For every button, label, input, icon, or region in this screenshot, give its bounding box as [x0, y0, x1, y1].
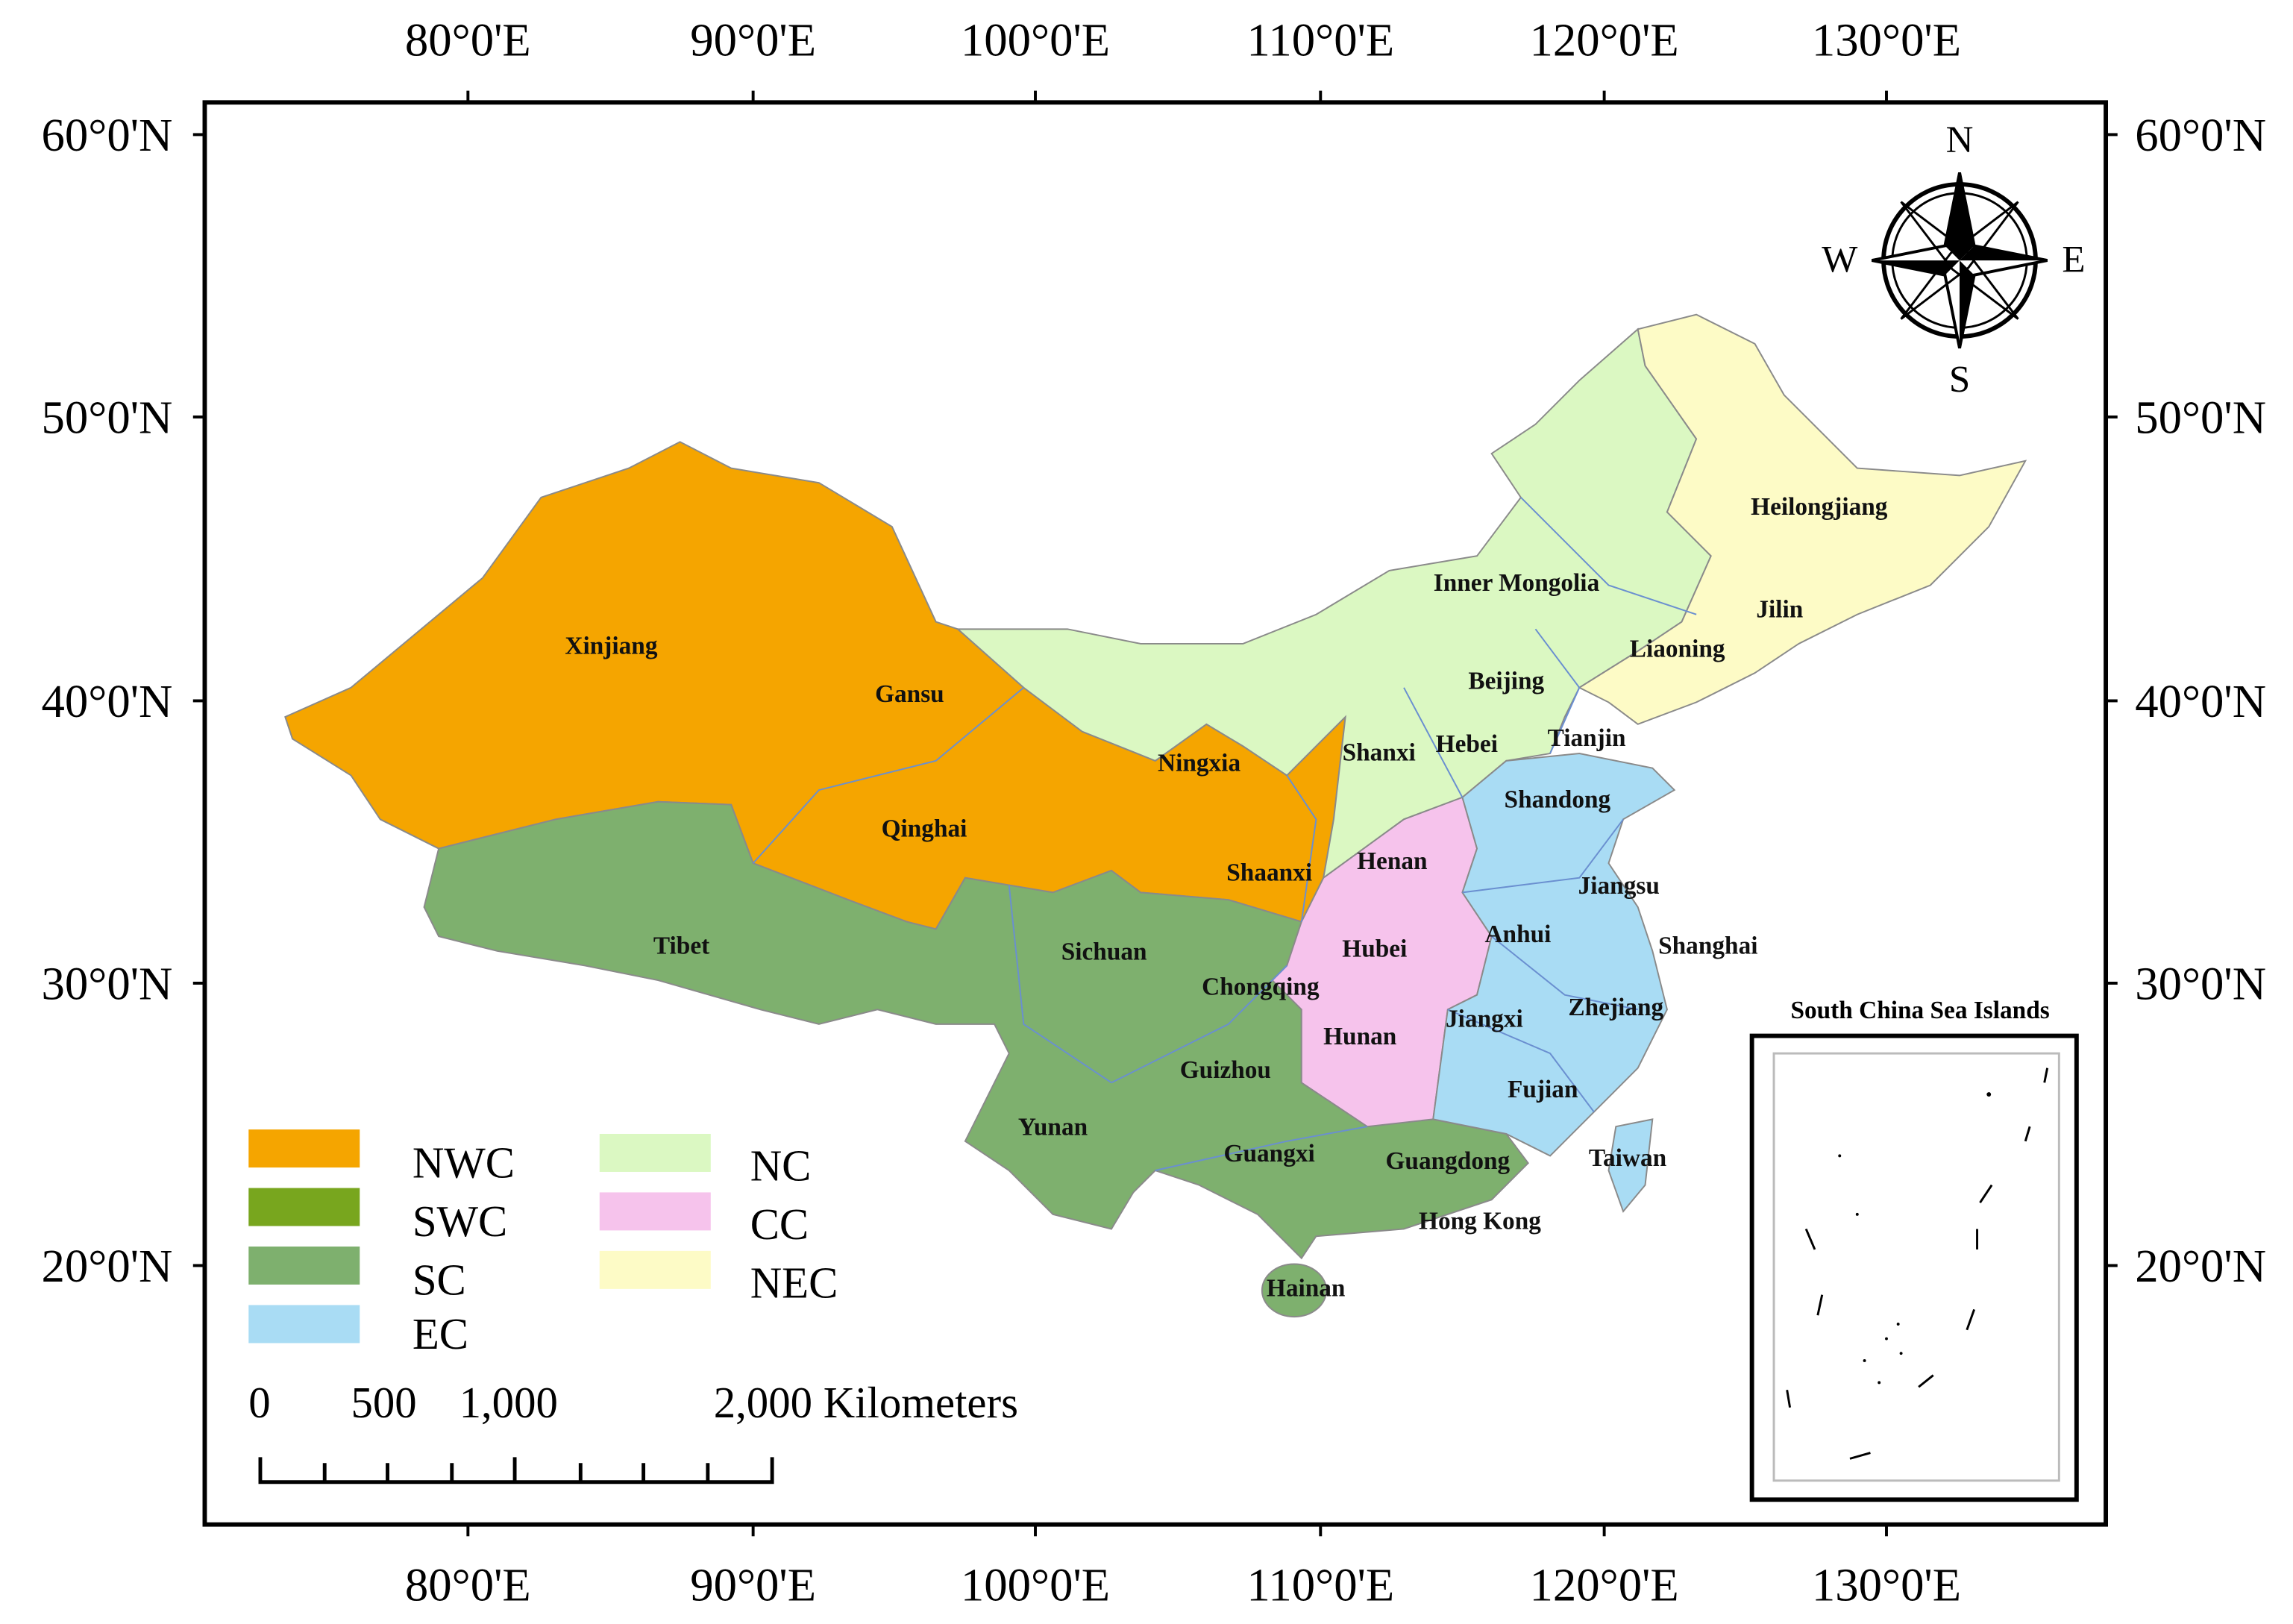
scale-label: 1,000	[459, 1379, 558, 1427]
compass-s: S	[1949, 360, 1970, 401]
region-label: Tibet	[653, 932, 709, 960]
region-label: Tianjin	[1548, 724, 1626, 752]
right-lat-label: 50°0'N	[2135, 392, 2266, 444]
region-labels: Xinjiang Gansu Qinghai Ningxia Shaanxi T…	[565, 493, 1887, 1302]
top-lon-label: 130°0'E	[1812, 14, 1961, 66]
region-label: Anhui	[1484, 921, 1551, 948]
region-label: Hainan	[1267, 1274, 1346, 1302]
top-lon-label: 90°0'E	[690, 14, 816, 66]
top-lon-label: 110°0'E	[1246, 14, 1394, 66]
region-label: Chongqing	[1202, 973, 1320, 1000]
legend-swatch	[599, 1250, 711, 1289]
region-label: Zhejiang	[1568, 994, 1663, 1021]
region-label: Jiangsu	[1578, 872, 1660, 900]
compass-rose: N S W E	[1822, 119, 2085, 401]
region-ec-taiwan	[1607, 1118, 1654, 1213]
left-lat-label: 60°0'N	[42, 109, 173, 161]
top-lon-label: 80°0'E	[405, 14, 531, 66]
region-label: Guizhou	[1180, 1056, 1271, 1084]
region-label: Jiangxi	[1446, 1006, 1523, 1033]
legend-label: CC	[750, 1200, 809, 1249]
legend: NWC SWC SC EC NC CC NEC	[248, 1129, 838, 1358]
region-sc	[423, 800, 1529, 1260]
region-label: Jilin	[1756, 595, 1803, 623]
region-nec	[1578, 313, 2027, 725]
region-label: Henan	[1357, 847, 1428, 875]
legend-swatch	[248, 1246, 360, 1285]
legend-label: NC	[750, 1142, 812, 1191]
region-label: Ningxia	[1158, 749, 1240, 777]
region-label: Fujian	[1508, 1076, 1578, 1103]
legend-label: SC	[413, 1255, 466, 1304]
region-label: Shanxi	[1343, 739, 1416, 767]
region-label: Guangxi	[1224, 1140, 1315, 1167]
region-label: Liaoning	[1630, 635, 1725, 662]
region-label: Beijing	[1468, 668, 1544, 695]
bottom-lon-label: 120°0'E	[1530, 1559, 1679, 1611]
region-label: Qinghai	[882, 815, 967, 843]
map-frame	[202, 100, 2109, 1527]
province-borders	[752, 497, 1697, 1171]
legend-swatch	[248, 1188, 360, 1226]
right-lat-label: 60°0'N	[2135, 109, 2266, 161]
compass-w: W	[1822, 239, 1857, 281]
region-label: Guangdong	[1386, 1147, 1511, 1175]
graticule-ticks: 80°0'E 90°0'E 100°0'E 110°0'E 120°0'E 130°0'E…	[42, 14, 2266, 1611]
left-lat-label: 40°0'N	[42, 675, 173, 727]
region-label: Taiwan	[1589, 1144, 1667, 1172]
region-sc-hainan	[1261, 1263, 1328, 1318]
region-label: Shaanxi	[1226, 859, 1312, 886]
compass-e: E	[2062, 239, 2085, 281]
region-label: Inner Mongolia	[1434, 569, 1600, 597]
legend-swatch	[248, 1305, 360, 1344]
region-label: Sichuan	[1061, 938, 1147, 965]
right-lat-label: 40°0'N	[2135, 675, 2266, 727]
legend-swatch	[599, 1133, 711, 1172]
region-label: Gansu	[875, 680, 944, 708]
region-label: Yunan	[1018, 1114, 1088, 1141]
top-lon-label: 120°0'E	[1530, 14, 1679, 66]
scale-label: 0	[248, 1379, 270, 1427]
region-label: Shanghai	[1658, 932, 1757, 960]
bottom-lon-label: 100°0'E	[961, 1559, 1110, 1611]
bottom-lon-label: 80°0'E	[405, 1559, 531, 1611]
right-lat-label: 30°0'N	[2135, 958, 2266, 1010]
bottom-lon-label: 110°0'E	[1246, 1559, 1394, 1611]
region-label: Hebei	[1436, 730, 1498, 758]
region-label: Xinjiang	[565, 632, 657, 659]
legend-label: SWC	[413, 1197, 507, 1246]
top-lon-label: 100°0'E	[961, 14, 1110, 66]
inset: South China Sea Islands	[1749, 997, 2079, 1502]
right-lat-label: 20°0'N	[2135, 1240, 2266, 1292]
legend-label: NWC	[413, 1139, 515, 1188]
legend-label: EC	[413, 1310, 468, 1358]
region-ec	[1432, 753, 1676, 1157]
bottom-lon-label: 90°0'E	[690, 1559, 816, 1611]
legend-swatch	[599, 1192, 711, 1231]
scale-label: 2,000 Kilometers	[714, 1379, 1018, 1427]
compass-n: N	[1946, 119, 1974, 161]
scale-label: 500	[351, 1379, 417, 1427]
region-label: Hubei	[1342, 935, 1407, 962]
legend-label: NEC	[750, 1258, 838, 1307]
region-label: Heilongjiang	[1751, 493, 1888, 521]
inset-title: South China Sea Islands	[1790, 997, 2049, 1024]
legend-swatch	[248, 1129, 360, 1168]
left-lat-label: 50°0'N	[42, 392, 173, 444]
left-lat-label: 20°0'N	[42, 1240, 173, 1292]
region-label: Hong Kong	[1419, 1207, 1541, 1235]
bottom-lon-label: 130°0'E	[1812, 1559, 1961, 1611]
scale-bar: 0 500 1,000 2,000 Kilometers	[248, 1379, 1018, 1485]
left-lat-label: 30°0'N	[42, 958, 173, 1010]
region-label: Hunan	[1323, 1023, 1397, 1050]
region-label: Shandong	[1505, 786, 1611, 813]
